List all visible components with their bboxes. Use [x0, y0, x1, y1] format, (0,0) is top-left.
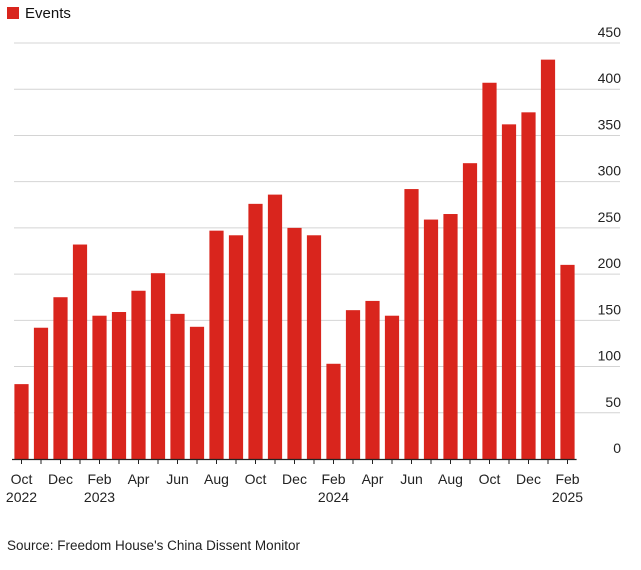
x-tick-label: Feb	[321, 471, 345, 487]
bar	[267, 194, 283, 460]
x-tick-label: Apr	[362, 471, 384, 487]
bar	[150, 273, 166, 459]
y-tick-label: 150	[598, 301, 622, 317]
bar	[189, 326, 205, 459]
bar	[521, 112, 536, 459]
y-tick-label: 450	[598, 24, 622, 40]
bar	[170, 313, 185, 459]
bar	[14, 384, 29, 459]
x-tick-year-label: 2022	[6, 489, 37, 505]
x-tick-label: Dec	[48, 471, 73, 487]
x-tick-year-label: 2023	[84, 489, 115, 505]
bar	[287, 227, 302, 459]
x-tick-label: Dec	[516, 471, 541, 487]
x-tick-label: Feb	[87, 471, 111, 487]
bar	[306, 235, 322, 459]
y-tick-label: 200	[598, 255, 622, 271]
x-axis	[12, 458, 577, 464]
bar	[443, 214, 458, 459]
bar	[482, 82, 497, 459]
bar	[404, 189, 419, 459]
y-tick-label: 250	[598, 209, 622, 225]
x-tick-label: Jun	[400, 471, 423, 487]
bar	[33, 327, 49, 459]
x-tick-label: Aug	[204, 471, 229, 487]
bar	[92, 315, 107, 459]
bar	[560, 264, 575, 459]
bar	[365, 300, 380, 459]
y-tick-label: 350	[598, 116, 622, 132]
bar-chart: 0 50 100 150 200 250 300 350 400 450 Oct 2022 Dec Fe…	[6, 24, 622, 505]
x-tick-year-label: 2024	[318, 489, 349, 505]
bar	[209, 230, 224, 459]
x-tick-label: Apr	[128, 471, 150, 487]
x-tick-label: Feb	[555, 471, 579, 487]
bar	[501, 124, 517, 459]
x-axis-ticks: Oct 2022 Dec Feb 2023 Apr Jun Aug Oct Dec Feb 2024 A…	[6, 471, 583, 505]
y-tick-label: 400	[598, 70, 622, 86]
source-note: Source: Freedom House's China Dissent Mo…	[7, 538, 300, 553]
x-tick-year-label: 2025	[552, 489, 583, 505]
x-tick-label: Dec	[282, 471, 307, 487]
bar	[228, 235, 244, 459]
x-tick-label: Jun	[166, 471, 189, 487]
bar	[72, 244, 88, 459]
bar	[53, 297, 68, 459]
y-tick-label: 50	[605, 394, 621, 410]
y-axis-ticks: 0 50 100 150 200 250 300 350 400 450	[598, 24, 622, 456]
x-tick-label: Aug	[438, 471, 463, 487]
bar	[384, 315, 400, 459]
bar	[345, 310, 361, 459]
x-tick-label: Oct	[479, 471, 501, 487]
legend: Events	[7, 4, 71, 22]
bar	[111, 312, 127, 459]
bars	[14, 59, 575, 460]
legend-label: Events	[25, 4, 71, 22]
y-tick-label: 0	[613, 440, 621, 456]
x-tick-label: Oct	[245, 471, 267, 487]
bar	[423, 219, 439, 459]
y-tick-label: 300	[598, 163, 622, 179]
bar	[131, 290, 146, 459]
bar	[462, 163, 478, 459]
x-tick-label: Oct	[11, 471, 33, 487]
bar	[248, 203, 263, 459]
y-tick-label: 100	[598, 348, 622, 364]
legend-swatch	[7, 7, 19, 19]
bar	[540, 59, 556, 459]
bar	[326, 363, 341, 459]
